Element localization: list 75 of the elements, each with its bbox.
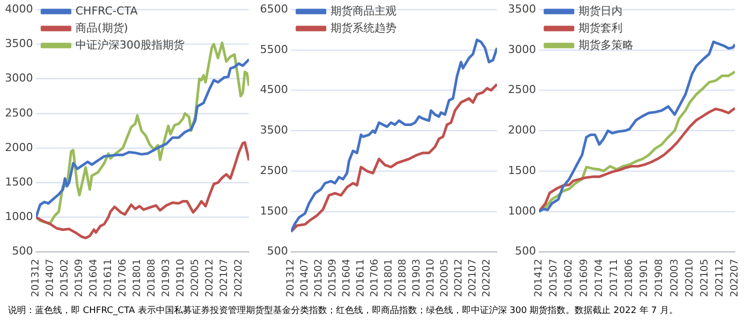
x-tick-label: 201806 — [624, 258, 636, 298]
y-tick-label: 4000 — [4, 2, 33, 16]
x-tick-label: 202003 — [669, 258, 680, 298]
x-tick-label: 202005 — [440, 258, 451, 298]
x-tick-label: 202107 — [468, 258, 479, 298]
y-tick-label: 1500 — [4, 175, 33, 188]
x-tick-label: 202202 — [482, 258, 493, 298]
x-tick-label: 201611 — [102, 258, 114, 298]
x-tick-label: 201609 — [578, 258, 590, 298]
x-tick-label: 202012 — [454, 258, 465, 298]
y-tick-label: 3000 — [4, 72, 33, 85]
x-tick-label: 201412 — [534, 258, 545, 298]
x-tick-label: 201407 — [300, 258, 311, 298]
y-tick-label: 3500 — [508, 2, 536, 16]
x-tick-label: 201910 — [426, 258, 437, 298]
x-tick-label: 201808 — [146, 258, 158, 298]
legend-label: CHFRC-CTA — [75, 4, 138, 18]
x-tick-label: 201706 — [117, 258, 128, 298]
x-tick-label: 201908 — [654, 258, 666, 298]
y-tick-label: 2500 — [260, 164, 288, 177]
x-tick-label: 201407 — [45, 258, 56, 298]
x-tick-label: 201808 — [398, 258, 409, 298]
y-tick-label: 1000 — [508, 204, 536, 218]
legend-label: 期货日内 — [578, 4, 622, 18]
y-tick-label: 5500 — [260, 42, 288, 56]
x-tick-label: 201901 — [639, 258, 650, 298]
x-tick-label: 201509 — [328, 258, 339, 298]
x-tick-label: 201801 — [132, 258, 143, 298]
y-tick-label: 500 — [514, 244, 536, 258]
x-tick-label: 201704 — [594, 258, 605, 298]
x-tick-label: 201602 — [564, 258, 575, 298]
x-tick-label: 202107 — [218, 258, 230, 298]
y-tick-label: 6500 — [260, 2, 288, 16]
x-tick-label: 201910 — [175, 258, 186, 298]
legend-label: 期货多策略 — [578, 38, 634, 52]
y-tick-label: 2500 — [4, 106, 33, 120]
x-tick-label: 201502 — [60, 258, 71, 298]
legend-label: 中证沪深300股指期货 — [75, 38, 184, 52]
x-tick-label: 201312 — [30, 258, 42, 298]
x-tick-label: 201711 — [608, 258, 620, 298]
x-tick-label: 202207 — [730, 258, 741, 298]
y-tick-label: 3500 — [260, 124, 288, 137]
y-tick-label: 2500 — [508, 83, 536, 96]
legend-label: 期货套利 — [578, 21, 622, 34]
y-tick-label: 1000 — [4, 210, 33, 224]
y-tick-label: 500 — [266, 244, 288, 258]
x-tick-label: 202005 — [190, 258, 201, 298]
x-tick-label: 201903 — [160, 258, 172, 298]
x-tick-label: 201502 — [314, 258, 325, 298]
legend-label: 期货系统趋势 — [330, 21, 396, 34]
y-tick-label: 3500 — [4, 37, 33, 50]
x-tick-label: 201312 — [286, 258, 297, 298]
x-tick-label: 201801 — [384, 258, 395, 298]
y-tick-label: 3000 — [508, 42, 536, 56]
y-tick-label: 1500 — [508, 164, 536, 177]
x-tick-label: 202112 — [714, 258, 726, 298]
y-tick-label: 500 — [12, 244, 33, 258]
text: 说明：蓝色线，即 CHFRC_CTA 表示中国私募证券投资管理期货型基金分类指数；红色线，即商品指数；绿色线，即中证沪深 300 期货指数。数据截止 2022 年 7 月。 — [8, 304, 679, 317]
x-tick-label: 201706 — [370, 258, 381, 298]
x-tick-label: 202010 — [684, 258, 696, 298]
x-tick-label: 201611 — [356, 258, 367, 298]
x-tick-label: 201507 — [548, 258, 560, 298]
legend-label: 商品(期货) — [75, 21, 128, 34]
y-tick-label: 2000 — [4, 140, 33, 154]
y-tick-label: 4500 — [260, 83, 288, 96]
legend-label: 期货商品主观 — [330, 4, 396, 18]
y-tick-label: 2000 — [508, 124, 536, 137]
x-tick-label: 202202 — [233, 258, 244, 298]
x-tick-label: 201509 — [74, 258, 86, 298]
x-tick-label: 201903 — [412, 258, 423, 298]
x-tick-label: 202012 — [204, 258, 216, 298]
x-tick-label: 201604 — [88, 258, 100, 298]
x-tick-label: 202105 — [699, 258, 710, 298]
x-tick-label: 201604 — [342, 258, 353, 298]
y-tick-label: 1500 — [260, 204, 288, 218]
